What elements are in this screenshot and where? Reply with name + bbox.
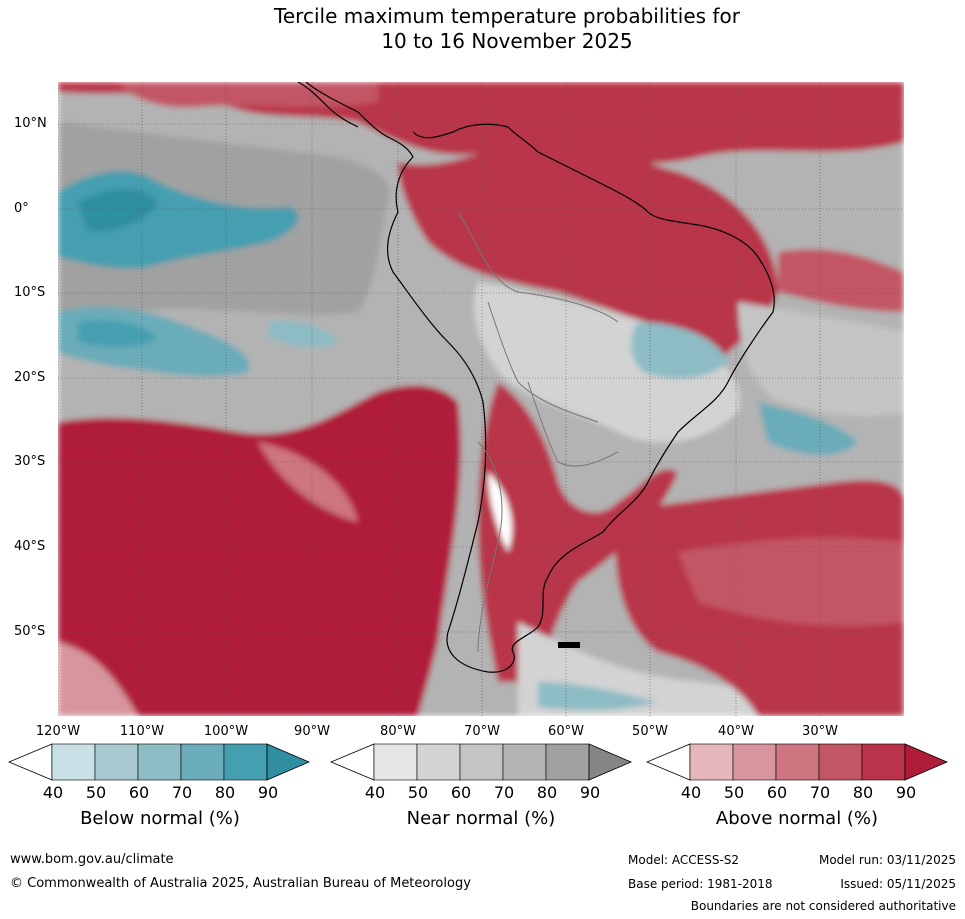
above-tick-40: 40 bbox=[680, 783, 702, 802]
above-normal-region-south-pacific bbox=[58, 385, 461, 716]
near-tick-70: 70 bbox=[493, 783, 515, 802]
near-normal-colorbar bbox=[330, 743, 632, 781]
above-normal-region-amazon bbox=[398, 139, 778, 362]
below-tick-90: 90 bbox=[257, 783, 279, 802]
country-borders bbox=[457, 211, 619, 653]
lat-label-0: 0° bbox=[14, 201, 29, 216]
lat-label-20s: 20°S bbox=[14, 370, 46, 385]
map-title: Tercile maximum temperature probabilitie… bbox=[0, 4, 965, 54]
above-tick-70: 70 bbox=[809, 783, 831, 802]
above-tick-60: 60 bbox=[766, 783, 788, 802]
near-tick-40: 40 bbox=[364, 783, 386, 802]
above-tick-50: 50 bbox=[723, 783, 745, 802]
below-tick-80: 80 bbox=[214, 783, 236, 802]
model-text: Model: ACCESS-S2 bbox=[628, 853, 740, 867]
above-colorbar-segment bbox=[861, 743, 906, 781]
above-tick-90: 90 bbox=[895, 783, 917, 802]
near-colorbar-min-extend bbox=[330, 743, 375, 781]
central-america-coastline bbox=[297, 82, 359, 128]
lon-label-60w: 60°W bbox=[548, 724, 584, 739]
below-tick-40: 40 bbox=[42, 783, 64, 802]
below-normal-region-south-atlantic bbox=[758, 402, 858, 456]
above-normal-label: Above normal (%) bbox=[715, 808, 879, 829]
above-normal-region-southern-cone bbox=[478, 382, 678, 682]
below-colorbar-segment bbox=[223, 743, 268, 781]
lon-label-90w: 90°W bbox=[294, 724, 330, 739]
below-colorbar-segment bbox=[180, 743, 225, 781]
near-colorbar-max-extend bbox=[588, 743, 632, 781]
near-tick-80: 80 bbox=[536, 783, 558, 802]
near-colorbar-segment bbox=[502, 743, 547, 781]
lat-label-30s: 30°S bbox=[14, 454, 46, 469]
near-tick-50: 50 bbox=[407, 783, 429, 802]
below-tick-60: 60 bbox=[128, 783, 150, 802]
lat-label-50s: 50°S bbox=[14, 624, 46, 639]
above-colorbar-max-extend bbox=[904, 743, 948, 781]
issued-text: Issued: 05/11/2025 bbox=[840, 877, 956, 891]
near-colorbar-segment bbox=[459, 743, 504, 781]
above-colorbar-segment bbox=[732, 743, 777, 781]
map-title-line1: Tercile maximum temperature probabilitie… bbox=[274, 4, 740, 28]
lon-label-70w: 70°W bbox=[464, 724, 500, 739]
lat-label-40s: 40°S bbox=[14, 539, 46, 554]
above-colorbar-segment bbox=[775, 743, 820, 781]
near-tick-90: 90 bbox=[579, 783, 601, 802]
graticule bbox=[58, 82, 904, 716]
lat-label-10s: 10°S bbox=[14, 285, 46, 300]
below-colorbar-min-extend bbox=[8, 743, 53, 781]
copyright-text: © Commonwealth of Australia 2025, Austra… bbox=[10, 876, 471, 891]
lon-label-50w: 50°W bbox=[632, 724, 668, 739]
near-normal-label: Near normal (%) bbox=[406, 808, 556, 829]
below-colorbar-segment bbox=[51, 743, 96, 781]
website-link[interactable]: www.bom.gov.au/climate bbox=[10, 852, 174, 867]
below-colorbar-segment bbox=[137, 743, 182, 781]
below-tick-50: 50 bbox=[85, 783, 107, 802]
map-title-line2: 10 to 16 November 2025 bbox=[381, 29, 633, 53]
near-colorbar-segment bbox=[373, 743, 418, 781]
near-colorbar-segment bbox=[416, 743, 461, 781]
model-run-text: Model run: 03/11/2025 bbox=[818, 853, 956, 867]
south-america-coastline bbox=[305, 82, 775, 673]
below-tick-70: 70 bbox=[171, 783, 193, 802]
near-normal-region-brazil bbox=[474, 282, 740, 443]
near-tick-60: 60 bbox=[450, 783, 472, 802]
above-colorbar-segment bbox=[689, 743, 734, 781]
lon-label-40w: 40°W bbox=[718, 724, 754, 739]
probability-map bbox=[58, 82, 904, 716]
below-normal-colorbar bbox=[8, 743, 310, 781]
above-normal-colorbar bbox=[646, 743, 948, 781]
above-colorbar-min-extend bbox=[646, 743, 691, 781]
below-colorbar-max-extend bbox=[266, 743, 310, 781]
below-normal-region-brazil bbox=[631, 322, 728, 379]
below-normal-label: Below normal (%) bbox=[80, 808, 240, 829]
lon-label-120w: 120°W bbox=[35, 724, 81, 739]
above-tick-80: 80 bbox=[852, 783, 874, 802]
above-colorbar-segment bbox=[818, 743, 863, 781]
lon-label-80w: 80°W bbox=[380, 724, 416, 739]
lat-label-10n: 10°N bbox=[14, 116, 47, 131]
lon-label-110w: 110°W bbox=[119, 724, 165, 739]
lon-label-100w: 100°W bbox=[203, 724, 249, 739]
disclaimer-text: Boundaries are not considered authoritat… bbox=[690, 899, 956, 913]
near-colorbar-segment bbox=[545, 743, 590, 781]
below-colorbar-segment bbox=[94, 743, 139, 781]
lon-label-30w: 30°W bbox=[802, 724, 838, 739]
base-period-text: Base period: 1981-2018 bbox=[628, 877, 773, 891]
falkland-islands bbox=[558, 642, 580, 648]
